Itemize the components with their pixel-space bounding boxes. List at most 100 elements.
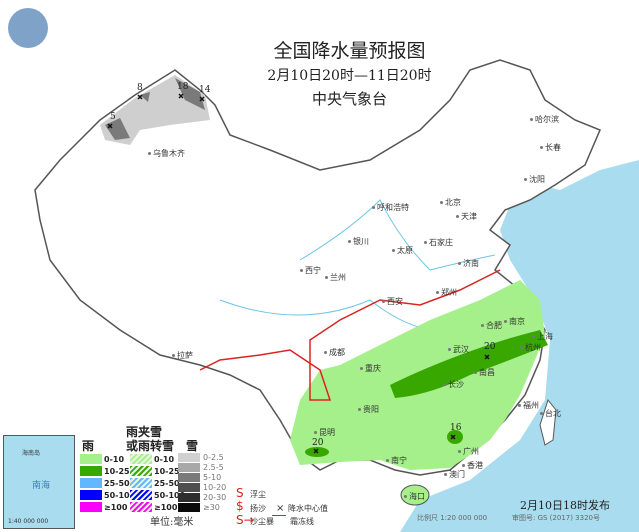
legend-snow-swatch [178,493,200,502]
city-label: 银川 [348,236,369,247]
legend-sandstorm: 沙尘暴 [250,517,274,526]
city-label: 贵阳 [358,404,379,415]
city-label: 北京 [440,197,461,208]
center-value: 5 [110,112,116,122]
city-label: 沈阳 [524,174,545,185]
legend-center: 降水中心值 [288,504,328,513]
center-value: 18 [177,82,189,92]
inset-island-label: 海南岛 [22,450,41,457]
legend-mix-swatch [130,502,152,512]
city-label: 呼和浩特 [372,202,409,213]
legend-snow-label: 5-10 [203,473,222,482]
city-label: 长春 [540,142,561,153]
legend-rain-swatch [80,502,102,512]
city-label: 重庆 [360,363,381,374]
legend-rain-swatch [80,490,102,500]
city-label: 太原 [392,245,413,256]
city-label: 台北 [540,408,561,419]
city-label: 南昌 [474,367,495,378]
legend-unit: 单位:毫米 [150,517,194,528]
legend-mix-swatch [130,490,152,500]
legend-snow-swatch [178,473,200,482]
city-label: 西安 [382,296,403,307]
legend-snow-swatch [178,483,200,492]
legend-mix-swatch [130,466,152,476]
city-label: 郑州 [436,287,457,298]
city-label: 福州 [518,400,539,411]
inset-scale: 1:40 000 000 [8,518,49,525]
center-value: 14 [199,85,211,95]
legend-snow-label: ≥30 [203,503,220,512]
legend-rain-label: 10-25 [104,467,130,476]
legend-mix-title: 雨夹雪 [126,425,163,439]
legend-rain-label: ≥100 [104,503,128,512]
forecast-period: 2月10日20时—11日20时 [267,68,432,84]
inset-sea-label: 南海 [32,481,51,491]
city-label: 昆明 [314,427,335,438]
precip-center-markers [107,93,490,454]
frost-line-icon [272,515,286,516]
legend-snow-swatch [178,503,200,512]
legend-rain-label: 0-10 [104,455,125,464]
legend-mix-swatch [130,454,152,464]
legend-rain-swatch [80,454,102,464]
center-value: 16 [450,423,462,433]
legend-frost-line: 霜冻线 [290,517,314,526]
city-label: 哈尔滨 [530,114,559,125]
legend-rain-swatch [80,466,102,476]
legend-mix-label: ≥100 [154,503,178,512]
city-label: 南京 [504,316,525,327]
map-title: 全国降水量预报图 [273,40,426,62]
legend-floating-dust: 浮尘 [250,490,266,499]
city-label: 天津 [456,211,477,222]
issuer: 中央气象台 [311,90,387,108]
sandstorm-icon: S→ [236,513,254,527]
city-label: 广州 [458,446,479,457]
publish-time: 2月10日18时发布 [520,499,610,512]
snow-heavy-area [105,78,205,140]
city-label: 合肥 [481,320,502,331]
south-china-sea-inset: 南海 海南岛 1:40 000 000 [3,435,75,529]
city-label: 济南 [458,258,479,269]
legend-snow-label: 2.5-5 [203,463,224,472]
city-label: 上海 [532,331,553,342]
city-label: 长沙 [443,379,464,390]
legend-rain-title: 雨 [82,439,95,453]
map-approval-number: 审图号: GS (2017) 3320号 [512,514,600,522]
legend-mix-label: 10-25 [154,467,180,476]
city-label: 乌鲁木齐 [148,148,185,159]
center-value: 20 [484,342,496,352]
sea [400,160,639,532]
city-label: 西宁 [300,265,321,276]
city-label: 香港 [462,460,483,471]
logo-icon [8,8,48,48]
city-label: 南宁 [386,455,407,466]
city-label: 兰州 [325,272,346,283]
legend-mix-swatch [130,478,152,488]
rain-area-10-25 [447,430,463,444]
legend-mix-label: 25-50 [154,479,180,488]
city-label: 杭州 [520,342,541,353]
legend-snow-label: 10-20 [203,483,227,492]
city-label: 海口 [404,491,425,502]
city-label: 澳门 [444,469,465,480]
floating-dust-icon: S [236,486,244,500]
legend-blowing-sand: 扬沙 [250,504,266,513]
legend-snow-label: 20-30 [203,493,227,502]
blowing-sand-icon: $ [236,499,244,513]
legend-rain-swatch [80,478,102,488]
city-label: 成都 [324,347,345,358]
map-scale: 比例尺 1:20 000 000 [417,514,488,522]
legend-rain-label: 25-50 [104,479,130,488]
legend-snow-swatch [178,463,200,472]
center-value: 8 [137,83,143,93]
center-value: 20 [312,438,324,448]
city-label: 武汉 [448,344,469,355]
legend-mix-label: 50-100 [154,491,186,500]
legend-mix-title-2: 或雨转雪 [126,439,175,453]
city-label: 拉萨 [172,350,193,361]
legend-snow-label: 0-2.5 [203,453,224,462]
center-cross-icon: × [276,503,285,514]
city-label: 石家庄 [424,237,453,248]
legend-rain-label: 50-100 [104,491,136,500]
